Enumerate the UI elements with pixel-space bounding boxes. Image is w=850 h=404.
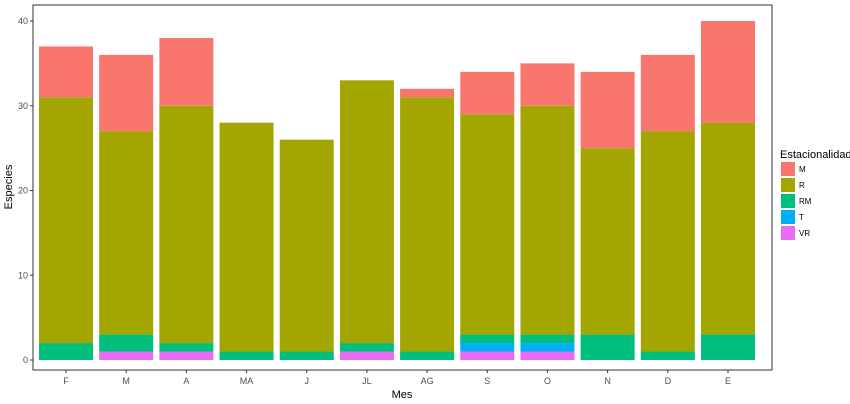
y-tick-label: 20 [18,186,28,196]
x-tick-label: E [725,376,731,386]
bar-AG-R [400,97,455,352]
bar-F-R [39,97,93,344]
legend-label-M: M [799,165,806,174]
bar-S-RM [460,334,515,344]
bar-MA-RM [219,351,274,360]
bar-S-M [460,71,515,115]
bar-JL-R [339,80,394,344]
x-axis-title: Mes [392,389,413,401]
bar-AG-M [400,88,455,98]
bar-JL-RM [339,343,394,352]
legend-key-RM [781,194,795,208]
x-tick-label: O [544,376,551,386]
bar-A-RM [159,343,214,352]
bar-O-R [520,105,575,335]
y-tick-label: 10 [18,270,28,280]
bar-D-M [640,54,695,132]
bar-A-VR [159,351,214,360]
legend-key-T [781,210,795,224]
bar-F-M [39,46,93,98]
bar-M-M [99,54,154,132]
x-tick-label: D [665,376,672,386]
bar-JL-VR [339,351,394,360]
x-tick-label: JL [362,376,372,386]
x-tick-label: MA [240,376,254,386]
x-tick-label: S [484,376,490,386]
bar-E-R [701,122,755,335]
x-tick-label: F [63,376,69,386]
bar-N-RM [580,334,635,360]
y-axis-title: Especies [3,164,15,209]
bar-S-VR [460,351,515,360]
bar-J-RM [279,351,334,360]
bar-E-RM [701,334,755,360]
bar-O-M [520,63,575,106]
bar-M-VR [99,351,154,360]
legend-key-VR [781,226,795,240]
bar-A-M [159,37,214,106]
legend-key-M [781,162,795,176]
bar-E-M [701,21,755,123]
bar-N-R [580,148,635,335]
x-tick-label: M [122,376,130,386]
legend-title: Estacionalidad [780,149,850,161]
bar-O-T [520,343,575,352]
x-tick-label: AG [421,376,434,386]
bar-O-VR [520,351,575,360]
bar-D-R [640,131,695,352]
bar-S-R [460,114,515,335]
bar-J-R [279,139,334,352]
x-tick-label: A [183,376,189,386]
bar-M-RM [99,334,154,352]
bar-A-R [159,105,214,344]
bar-O-RM [520,334,575,344]
bar-D-RM [640,351,695,360]
y-tick-label: 40 [18,16,28,26]
y-tick-label: 0 [23,355,28,365]
bar-AG-RM [400,351,455,360]
x-tick-label: N [604,376,611,386]
bar-MA-R [219,122,274,352]
bar-M-R [99,131,154,335]
legend-label-R: R [799,181,805,190]
bar-N-M [580,71,635,149]
y-tick-label: 30 [18,101,28,111]
legend-label-T: T [799,213,804,222]
legend-key-R [781,178,795,192]
x-tick-label: J [304,376,309,386]
bar-S-T [460,343,515,352]
bar-F-RM [39,343,93,360]
legend-label-VR: VR [799,229,810,238]
legend-label-RM: RM [799,197,812,206]
